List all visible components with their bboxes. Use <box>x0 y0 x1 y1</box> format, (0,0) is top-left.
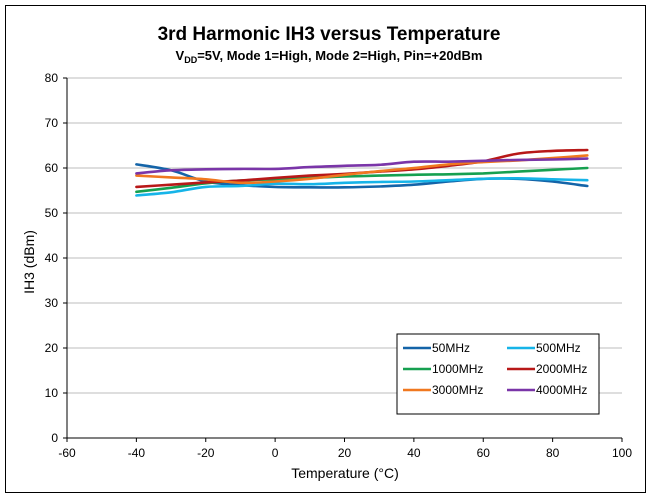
y-axis-title: IH3 (dBm) <box>21 230 37 294</box>
legend-label: 50MHz <box>432 341 470 355</box>
legend-label: 2000MHz <box>536 362 587 376</box>
y-tick-label: 80 <box>45 71 59 85</box>
y-tick-label: 30 <box>45 296 59 310</box>
y-tick-label: 40 <box>45 251 59 265</box>
chart-subtitle: VDD=5V, Mode 1=High, Mode 2=High, Pin=+2… <box>176 48 483 65</box>
ih3-temperature-chart: 3rd Harmonic IH3 versus Temperature VDD=… <box>21 24 633 481</box>
x-tick-label: 40 <box>407 446 421 460</box>
x-tick-label: -60 <box>58 446 76 460</box>
x-tick-label: 100 <box>612 446 632 460</box>
x-tick-label: -40 <box>128 446 146 460</box>
x-tick-label: 0 <box>272 446 279 460</box>
series-lines <box>135 148 589 197</box>
legend-label: 4000MHz <box>536 383 587 397</box>
x-tick-label: 60 <box>477 446 491 460</box>
y-tick-label: 10 <box>45 386 59 400</box>
y-tick-label: 50 <box>45 206 59 220</box>
axes: 0 10 20 30 40 50 60 70 80 -60 -40 -20 0 20 40 60 80 100 <box>45 71 633 460</box>
series-line-500mhz <box>135 177 589 197</box>
y-tick-label: 20 <box>45 341 59 355</box>
x-tick-label: 20 <box>338 446 352 460</box>
y-tick-label: 0 <box>51 431 58 445</box>
legend: 50MHz 500MHz 1000MHz 2000MHz 3000MHz 4000MHz <box>396 333 600 415</box>
legend-label: 1000MHz <box>432 362 483 376</box>
x-tick-label: 80 <box>546 446 560 460</box>
x-tick-label: -20 <box>197 446 215 460</box>
y-tick-label: 60 <box>45 161 59 175</box>
legend-label: 500MHz <box>536 341 581 355</box>
series-line-4000mhz <box>135 157 589 175</box>
chart-frame: 3rd Harmonic IH3 versus Temperature VDD=… <box>5 5 646 493</box>
chart-title: 3rd Harmonic IH3 versus Temperature <box>158 24 501 45</box>
legend-label: 3000MHz <box>432 383 483 397</box>
x-axis-title: Temperature (°C) <box>291 465 399 481</box>
y-tick-label: 70 <box>45 116 59 130</box>
